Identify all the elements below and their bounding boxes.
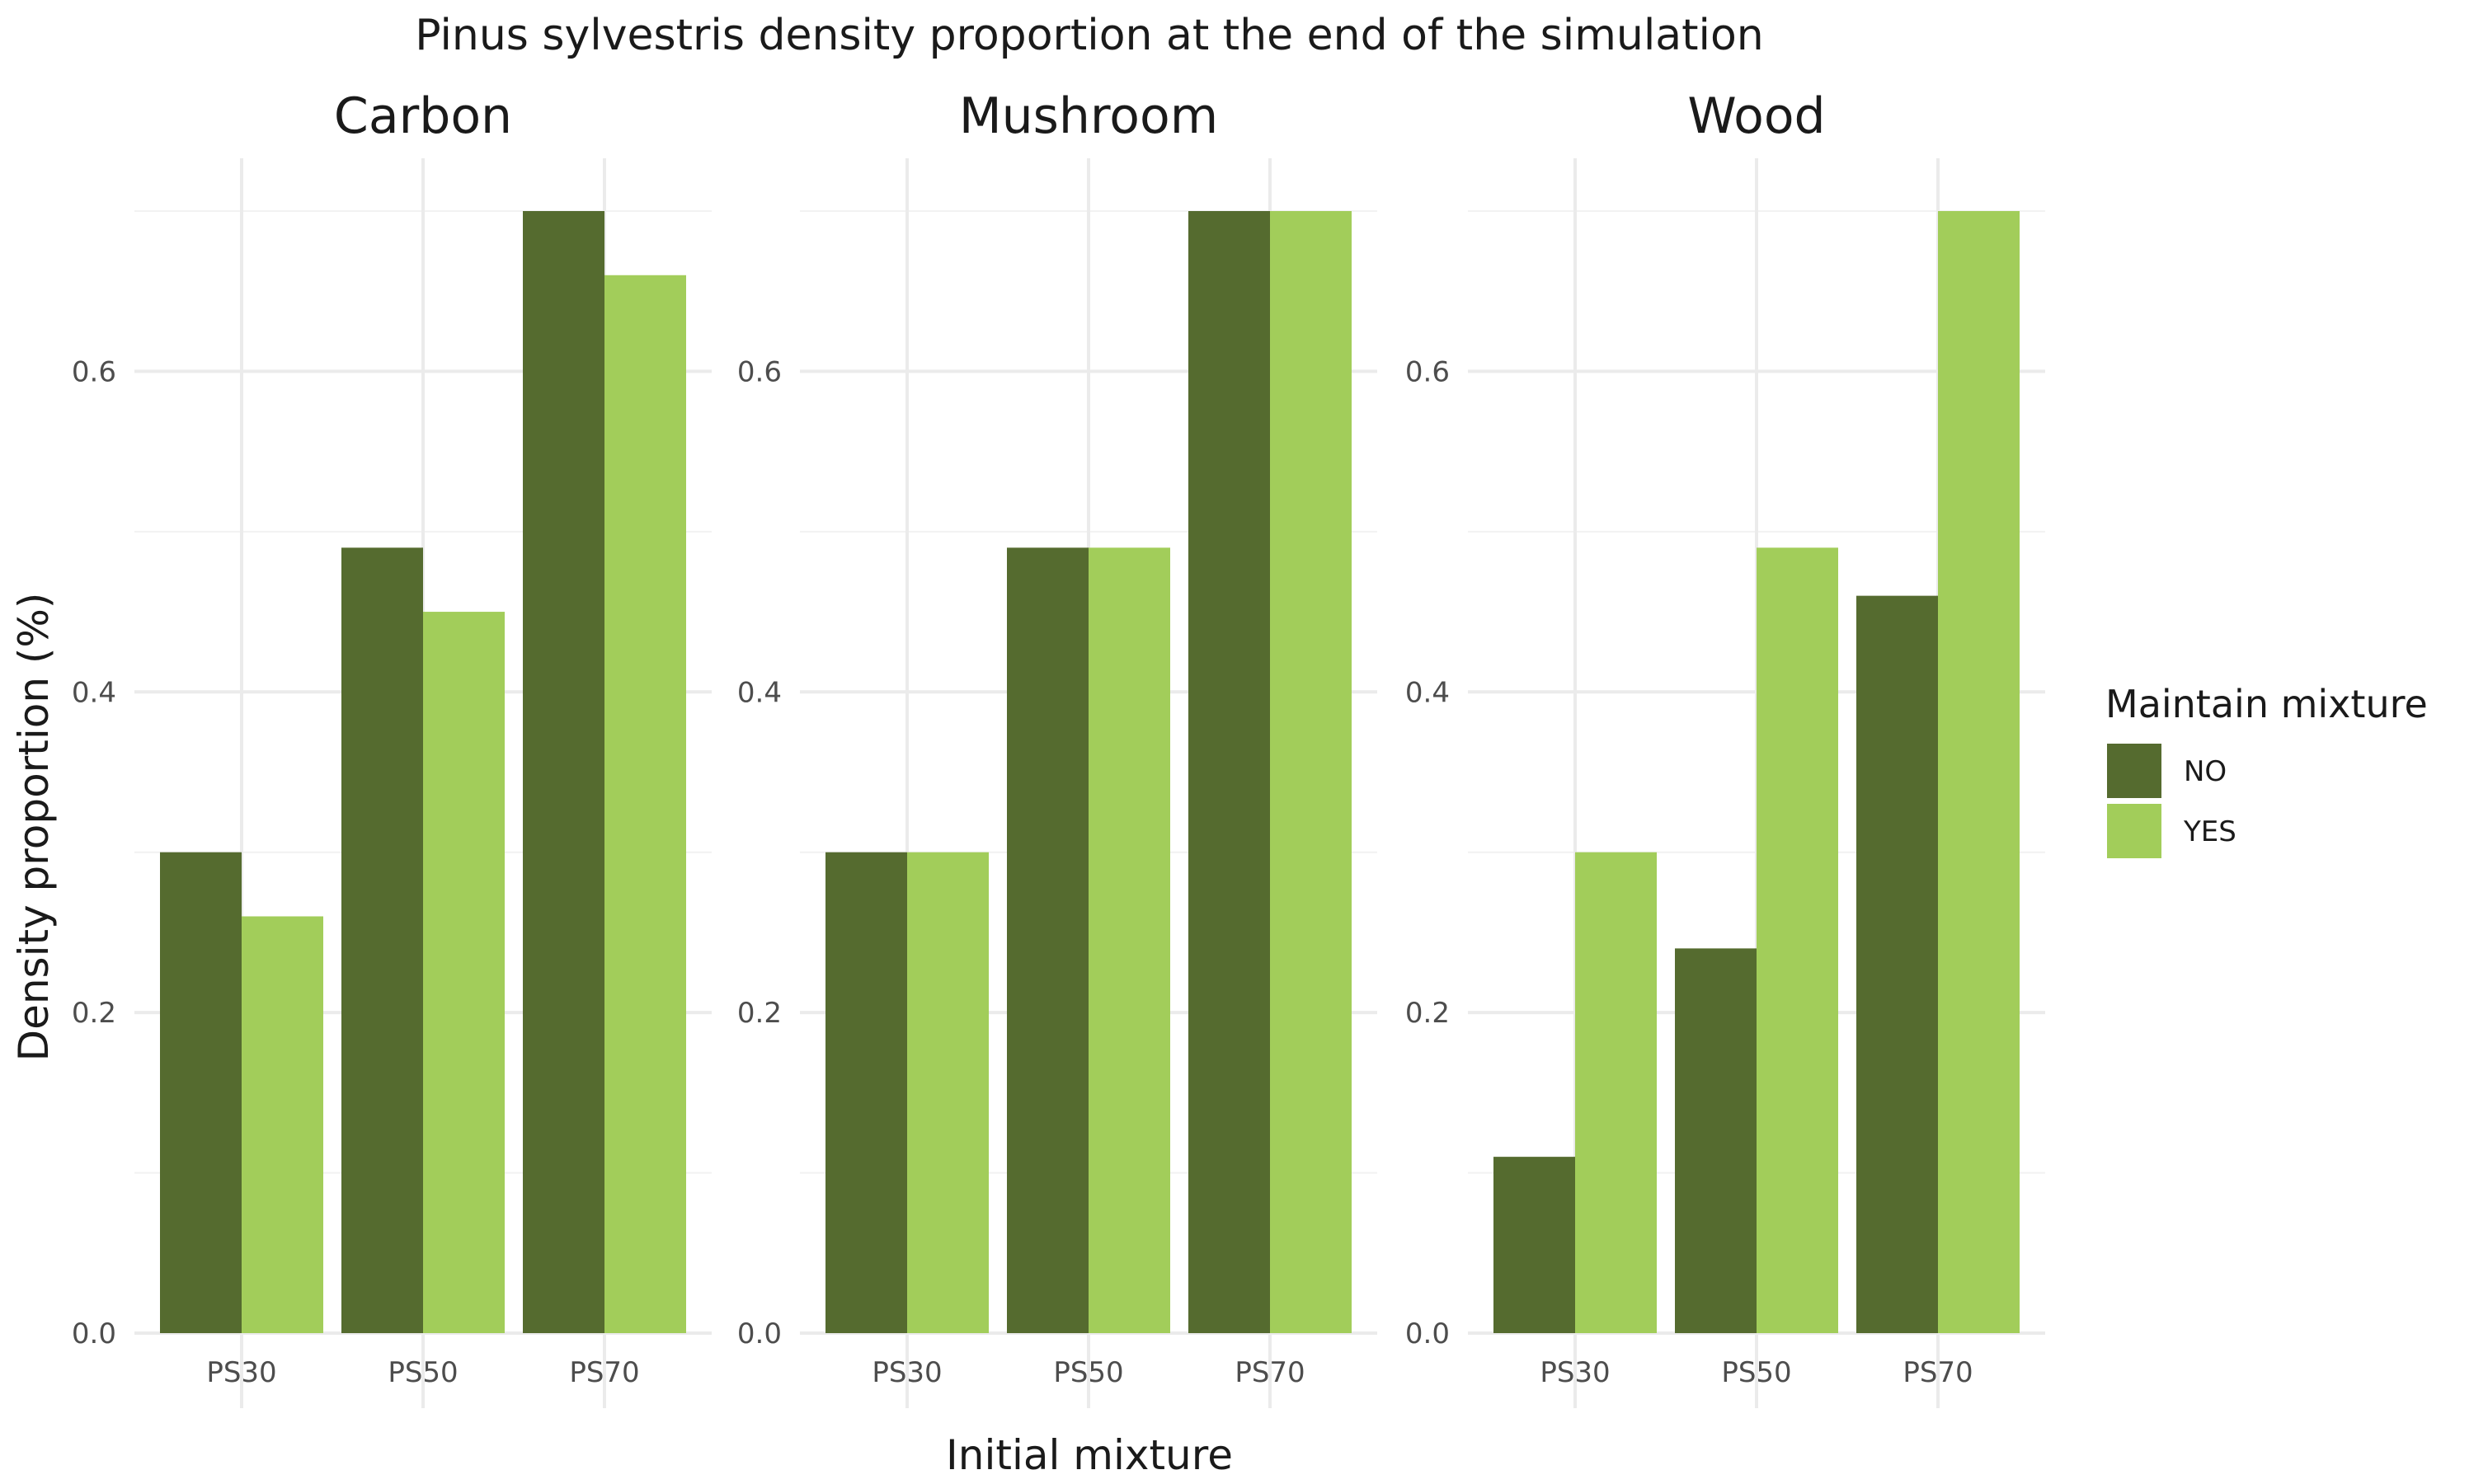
bar-carbon-ps30-no xyxy=(160,852,242,1333)
y-tick-label: 0.2 xyxy=(72,997,116,1030)
bar-wood-ps70-no xyxy=(1856,595,1938,1333)
y-tick-label: 0.2 xyxy=(1405,997,1450,1030)
legend-items: NO YES xyxy=(2107,744,2236,858)
y-tick-label: 0.4 xyxy=(737,676,782,709)
y-tick-label: 0.0 xyxy=(737,1317,782,1350)
y-axis-title: Density proportion (%) xyxy=(10,593,58,1062)
legend-label-yes: YES xyxy=(2183,815,2236,848)
x-axis-title: Initial mixture xyxy=(946,1431,1233,1479)
bar-mushroom-ps30-yes xyxy=(907,852,989,1333)
x-tick-label: PS70 xyxy=(569,1356,639,1389)
panel-carbon: 0.0 0.2 0.4 0.6 PS30 PS50 PS70 Carbon xyxy=(72,87,712,1408)
bar-mushroom-ps50-no xyxy=(1007,547,1089,1333)
bar-wood-ps30-yes xyxy=(1575,852,1657,1333)
y-tick-label: 0.6 xyxy=(72,355,116,388)
y-tick-label: 0.0 xyxy=(72,1317,116,1350)
legend-label-no: NO xyxy=(2184,755,2227,788)
bar-wood-ps50-yes xyxy=(1757,547,1838,1333)
bar-mushroom-ps70-no xyxy=(1188,211,1270,1333)
y-tick-label: 0.2 xyxy=(737,997,782,1030)
y-tick-label: 0.6 xyxy=(1405,355,1450,388)
bar-wood-ps70-yes xyxy=(1938,211,2020,1333)
x-tick-label: PS50 xyxy=(1053,1356,1123,1389)
x-tick-label: PS30 xyxy=(1540,1356,1610,1389)
x-tick-label: PS30 xyxy=(872,1356,942,1389)
y-tick-label: 0.0 xyxy=(1405,1317,1450,1350)
x-tick-label: PS50 xyxy=(388,1356,458,1389)
bar-wood-ps50-no xyxy=(1675,948,1757,1333)
y-tick-label: 0.6 xyxy=(737,355,782,388)
y-tick-label: 0.4 xyxy=(1405,676,1450,709)
x-tick-label: PS70 xyxy=(1903,1356,1973,1389)
legend-title: Maintain mixture xyxy=(2105,682,2428,726)
bar-carbon-ps70-no xyxy=(523,211,604,1333)
bar-carbon-ps70-yes xyxy=(604,275,686,1333)
bar-carbon-ps30-yes xyxy=(242,916,323,1333)
panel-mushroom: 0.0 0.2 0.4 0.6 PS30 PS50 PS70 Mushroom xyxy=(737,87,1377,1408)
bar-wood-ps30-no xyxy=(1493,1157,1575,1333)
chart-title: Pinus sylvestris density proportion at t… xyxy=(415,11,1764,60)
bar-mushroom-ps70-yes xyxy=(1270,211,1352,1333)
bar-mushroom-ps50-yes xyxy=(1089,547,1170,1333)
y-tick-label: 0.4 xyxy=(72,676,116,709)
legend-key-yes xyxy=(2107,804,2161,858)
legend-key-no xyxy=(2107,744,2161,798)
x-tick-label: PS30 xyxy=(206,1356,276,1389)
bar-carbon-ps50-no xyxy=(341,547,423,1333)
panel-title: Carbon xyxy=(334,87,512,145)
x-tick-label: PS50 xyxy=(1721,1356,1791,1389)
panel-title: Mushroom xyxy=(959,87,1218,145)
panel-wood: 0.0 0.2 0.4 0.6 PS30 PS50 PS70 Wood xyxy=(1405,87,2045,1408)
bar-mushroom-ps30-no xyxy=(825,852,907,1333)
panel-title: Wood xyxy=(1687,87,1825,145)
x-tick-label: PS70 xyxy=(1235,1356,1305,1389)
legend: Maintain mixture NO YES xyxy=(2105,682,2428,858)
bar-carbon-ps50-yes xyxy=(423,612,505,1333)
